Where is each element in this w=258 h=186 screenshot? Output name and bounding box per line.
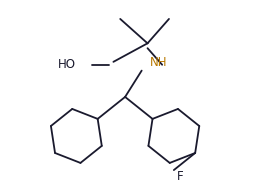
Text: HO: HO: [57, 58, 75, 71]
Text: F: F: [177, 170, 183, 183]
Text: NH: NH: [149, 56, 167, 69]
